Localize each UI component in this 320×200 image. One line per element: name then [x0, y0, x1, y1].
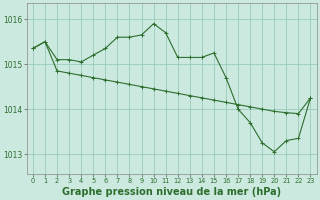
- X-axis label: Graphe pression niveau de la mer (hPa): Graphe pression niveau de la mer (hPa): [62, 187, 281, 197]
